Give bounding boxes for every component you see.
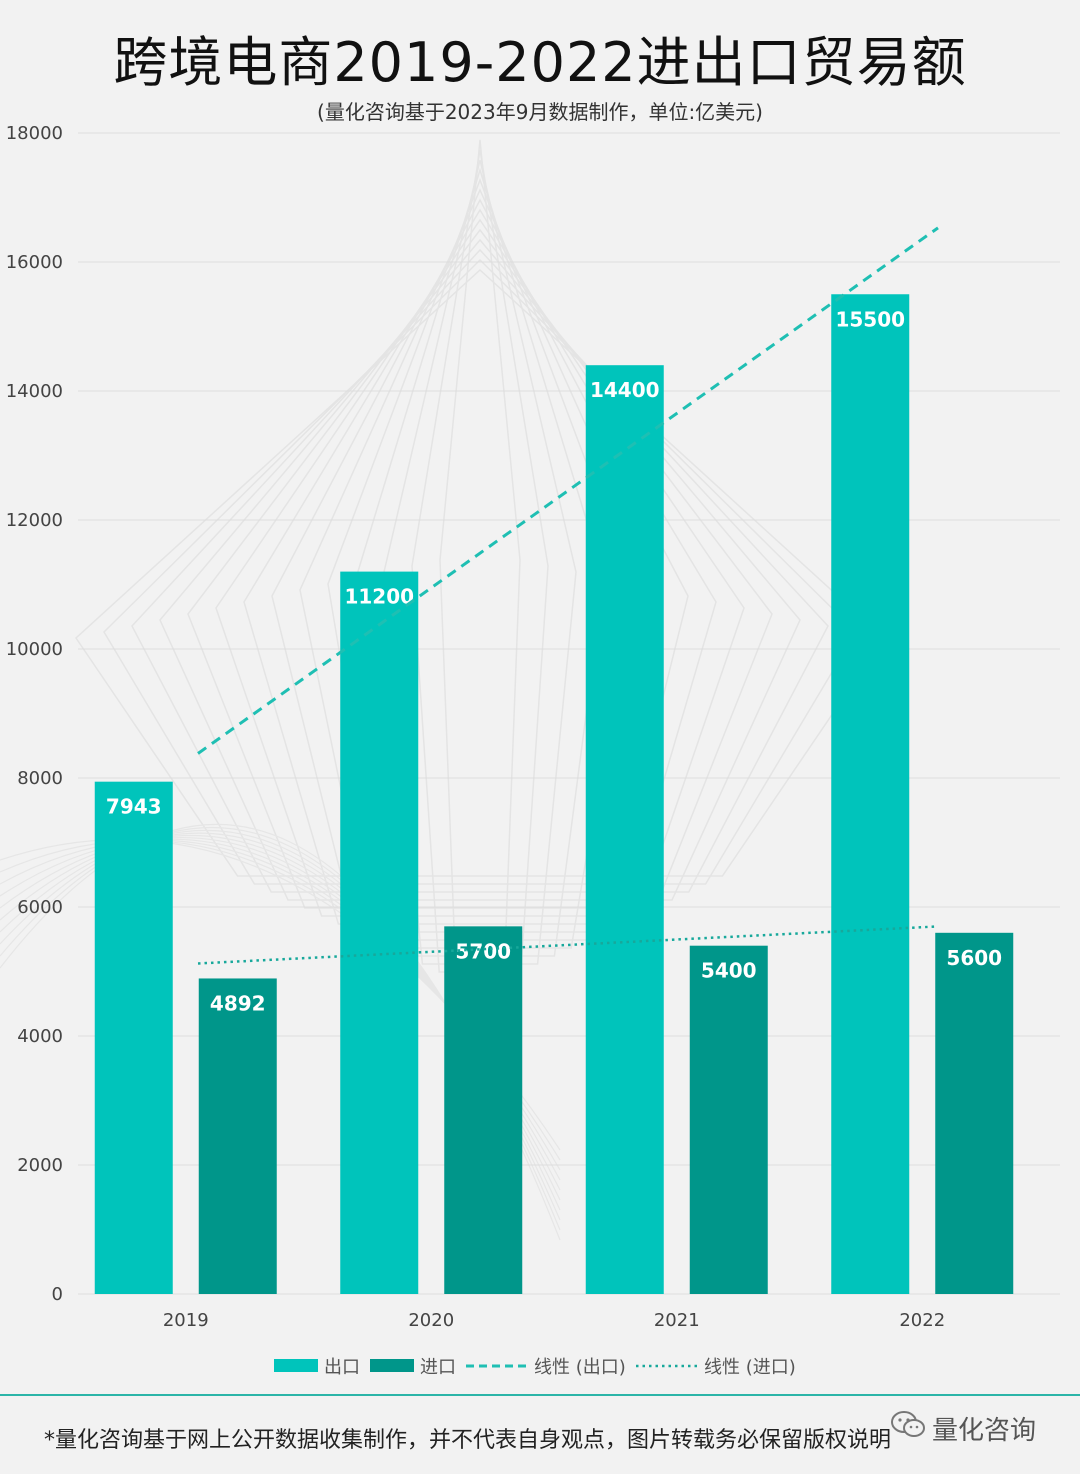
wechat-icon (890, 1410, 926, 1447)
legend-swatch (370, 1359, 414, 1372)
legend-label: 进口 (420, 1357, 456, 1378)
chart-title: 跨境电商2019-2022进出口贸易额 (113, 31, 967, 94)
legend-label: 线性 (出口) (534, 1357, 626, 1378)
bar-export (94, 781, 173, 1294)
legend-swatch (274, 1359, 318, 1372)
y-tick-label: 6000 (17, 897, 63, 918)
bar-export (340, 571, 419, 1294)
y-tick-label: 0 (52, 1284, 63, 1305)
y-tick-label: 10000 (6, 639, 63, 660)
data-label: 14400 (590, 378, 660, 402)
chart-subtitle: (量化咨询基于2023年9月数据制作，单位:亿美元) (317, 100, 763, 124)
data-label: 4892 (210, 991, 266, 1015)
data-label: 5400 (701, 959, 757, 983)
y-tick-label: 12000 (6, 510, 63, 531)
data-label: 7943 (106, 795, 162, 819)
x-tick-label: 2021 (654, 1310, 700, 1331)
y-tick-label: 4000 (17, 1026, 63, 1047)
bar-import (444, 926, 523, 1294)
footer-divider (0, 1394, 1080, 1396)
data-label: 11200 (344, 585, 414, 609)
bar-chart: 0 2000 4000 6000 8000 10000 12000 14000 16000 180… (0, 123, 1060, 1378)
data-label: 15500 (835, 307, 905, 331)
footer-note: *量化咨询基于网上公开数据收集制作，并不代表自身观点，图片转载务必保留版权说明 (44, 1428, 892, 1453)
bars: 7943 4892 11200 5700 14400 5400 15500 5600 (94, 294, 1014, 1294)
legend-label: 线性 (进口) (704, 1357, 796, 1378)
legend: 出口 进口 线性 (出口) 线性 (进口) (274, 1357, 796, 1378)
bar-export (831, 294, 910, 1294)
y-tick-label: 8000 (17, 768, 63, 789)
y-axis: 0 2000 4000 6000 8000 10000 12000 14000 16000 180… (6, 123, 63, 1305)
data-label: 5700 (455, 939, 511, 963)
bar-export (585, 365, 664, 1294)
x-tick-label: 2019 (163, 1310, 209, 1331)
bar-import (935, 932, 1014, 1294)
bar-import (689, 945, 768, 1294)
watermark: 量化咨询 (890, 1408, 1036, 1448)
trendline-export (197, 226, 939, 755)
watermark-label: 量化咨询 (932, 1415, 1037, 1446)
y-tick-label: 16000 (6, 252, 63, 273)
y-tick-label: 14000 (6, 381, 63, 402)
x-tick-label: 2022 (899, 1310, 945, 1331)
legend-label: 出口 (324, 1357, 360, 1378)
y-tick-label: 2000 (17, 1155, 63, 1176)
bar-import (198, 978, 277, 1294)
trendlines (197, 226, 939, 965)
data-label: 5600 (946, 946, 1002, 970)
x-tick-label: 2020 (408, 1310, 454, 1331)
y-tick-label: 18000 (6, 123, 63, 144)
x-axis: 2019 2020 2021 2022 (163, 1310, 945, 1331)
